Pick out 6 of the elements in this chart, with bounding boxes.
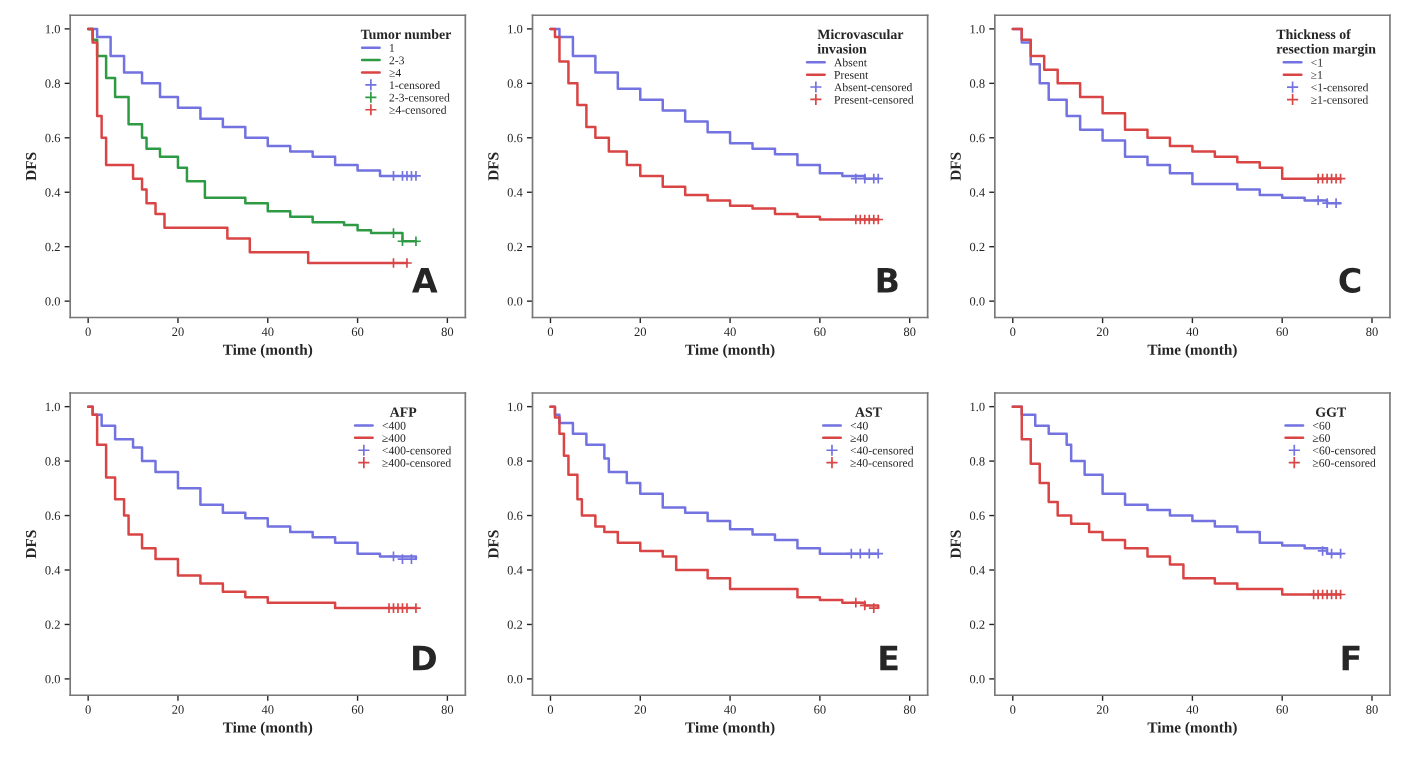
annotation: D	[413, 645, 436, 671]
annotation: C	[1339, 267, 1361, 293]
annotation: B	[877, 268, 898, 293]
annotation: E	[880, 645, 898, 671]
annotation: A	[412, 268, 438, 293]
annotation: F	[1342, 645, 1360, 671]
